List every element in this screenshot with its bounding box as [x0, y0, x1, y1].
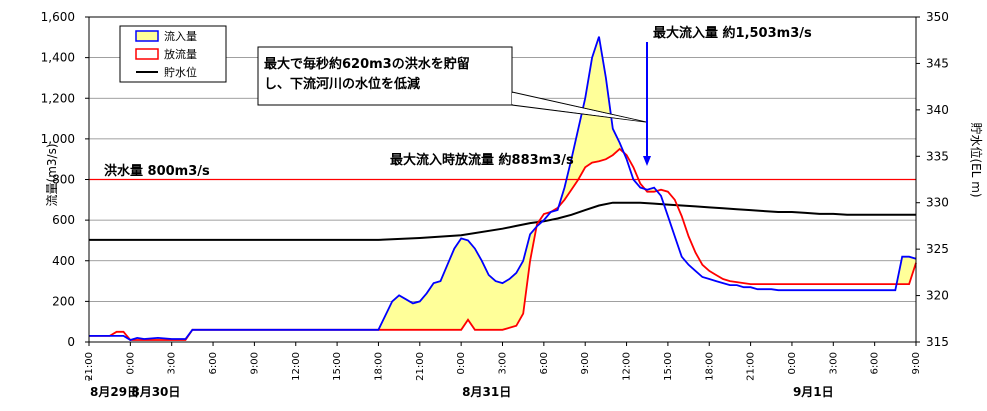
y-tick-label-right: 350 — [926, 10, 949, 24]
y-axis-label-right: 貯水位(EL m) — [969, 122, 984, 197]
threshold-label: 洪水量 800m3/s — [104, 163, 210, 179]
y-axis-label-left: 流量(m3/s) — [45, 144, 59, 207]
legend-swatch-outflow — [135, 48, 159, 60]
x-tick-label: 18:00 — [373, 352, 384, 381]
right-axis: 315 320 325 330 335 340 345 350 — [916, 10, 949, 349]
x-tick-label: 9:00 — [580, 352, 591, 374]
legend-label-inflow: 流入量 — [164, 29, 197, 43]
date-label: 8月31日 — [462, 385, 511, 399]
storage-callout-line2: し、下流河川の水位を低減 — [264, 76, 420, 92]
x-tick-label: 6:00 — [208, 352, 219, 374]
y-tick-label-left: 0 — [67, 335, 75, 349]
y-tick-label-left: 1,400 — [41, 51, 75, 65]
left-axis: 0 200 400 600 800 1,000 1,200 1,400 1,600 — [41, 10, 89, 349]
x-tick-label: 15:00 — [663, 352, 674, 381]
y-tick-label-right: 345 — [926, 56, 949, 70]
series-line-inflow — [89, 36, 917, 341]
storage-fill-area — [130, 36, 916, 340]
y-tick-label-left: 1,200 — [41, 91, 75, 105]
x-tick-label: 0:00 — [456, 352, 467, 374]
x-tick-label: 6:00 — [539, 352, 550, 374]
y-tick-label-left: 200 — [52, 294, 75, 308]
y-tick-label-left: 600 — [52, 213, 75, 227]
date-label: 8月30日 — [131, 385, 180, 399]
x-tick-label: 0:00 — [787, 352, 798, 374]
legend-swatch-inflow — [135, 30, 159, 42]
x-tick-label: 21:00 — [746, 352, 757, 381]
storage-callout-line1: 最大で毎秒約620m3の洪水を貯留 — [264, 56, 470, 72]
date-label: 9月1日 — [793, 385, 834, 399]
y-tick-label-left: 400 — [52, 254, 75, 268]
x-tick-label: 12:00 — [622, 352, 633, 381]
max-outflow-label: 最大流入時放流量 約883m3/s — [390, 152, 574, 168]
y-tick-label-right: 330 — [926, 196, 949, 210]
series-line-level — [89, 201, 916, 241]
x-tick-label: 21:00 — [84, 352, 95, 381]
y-tick-label-right: 320 — [926, 289, 949, 303]
x-axis: 21:00 0:00 3:00 6:00 9:00 12:00 15:00 18:00 21:0… — [84, 342, 922, 381]
legend: 流入量 放流量 貯水位 — [119, 25, 227, 83]
max-inflow-label: 最大流入量 約1,503m3/s — [653, 25, 812, 41]
x-tick-label: 21:00 — [415, 352, 426, 381]
y-tick-label-right: 315 — [926, 335, 949, 349]
y-tick-label-left: 1,000 — [41, 132, 75, 146]
x-tick-label: 9:00 — [911, 352, 922, 374]
y-tick-label-right: 335 — [926, 149, 949, 163]
date-label: 8月29日 — [90, 385, 139, 399]
storage-callout: 最大で毎秒約620m3の洪水を貯留 し、下流河川の水位を低減 — [257, 46, 647, 123]
x-tick-label: 12:00 — [291, 352, 302, 381]
legend-label-outflow: 放流量 — [164, 47, 197, 61]
x-tick-label: 3:00 — [167, 352, 178, 374]
x-tick-label: 18:00 — [704, 352, 715, 381]
x-tick-label: 3:00 — [828, 352, 839, 374]
x-tick-label: 0:00 — [125, 352, 136, 374]
x-tick-label: 9:00 — [249, 352, 260, 374]
storage-arrow-head — [643, 156, 651, 166]
y-tick-label-right: 340 — [926, 103, 949, 117]
legend-label-level: 貯水位 — [164, 65, 197, 79]
y-tick-label-right: 325 — [926, 242, 949, 256]
x-tick-label: 15:00 — [332, 352, 343, 381]
x-tick-label: 3:00 — [498, 352, 509, 374]
y-tick-label-left: 1,600 — [41, 10, 75, 24]
x-tick-label: 6:00 — [870, 352, 881, 374]
y-tick-label-left: 800 — [52, 173, 75, 187]
